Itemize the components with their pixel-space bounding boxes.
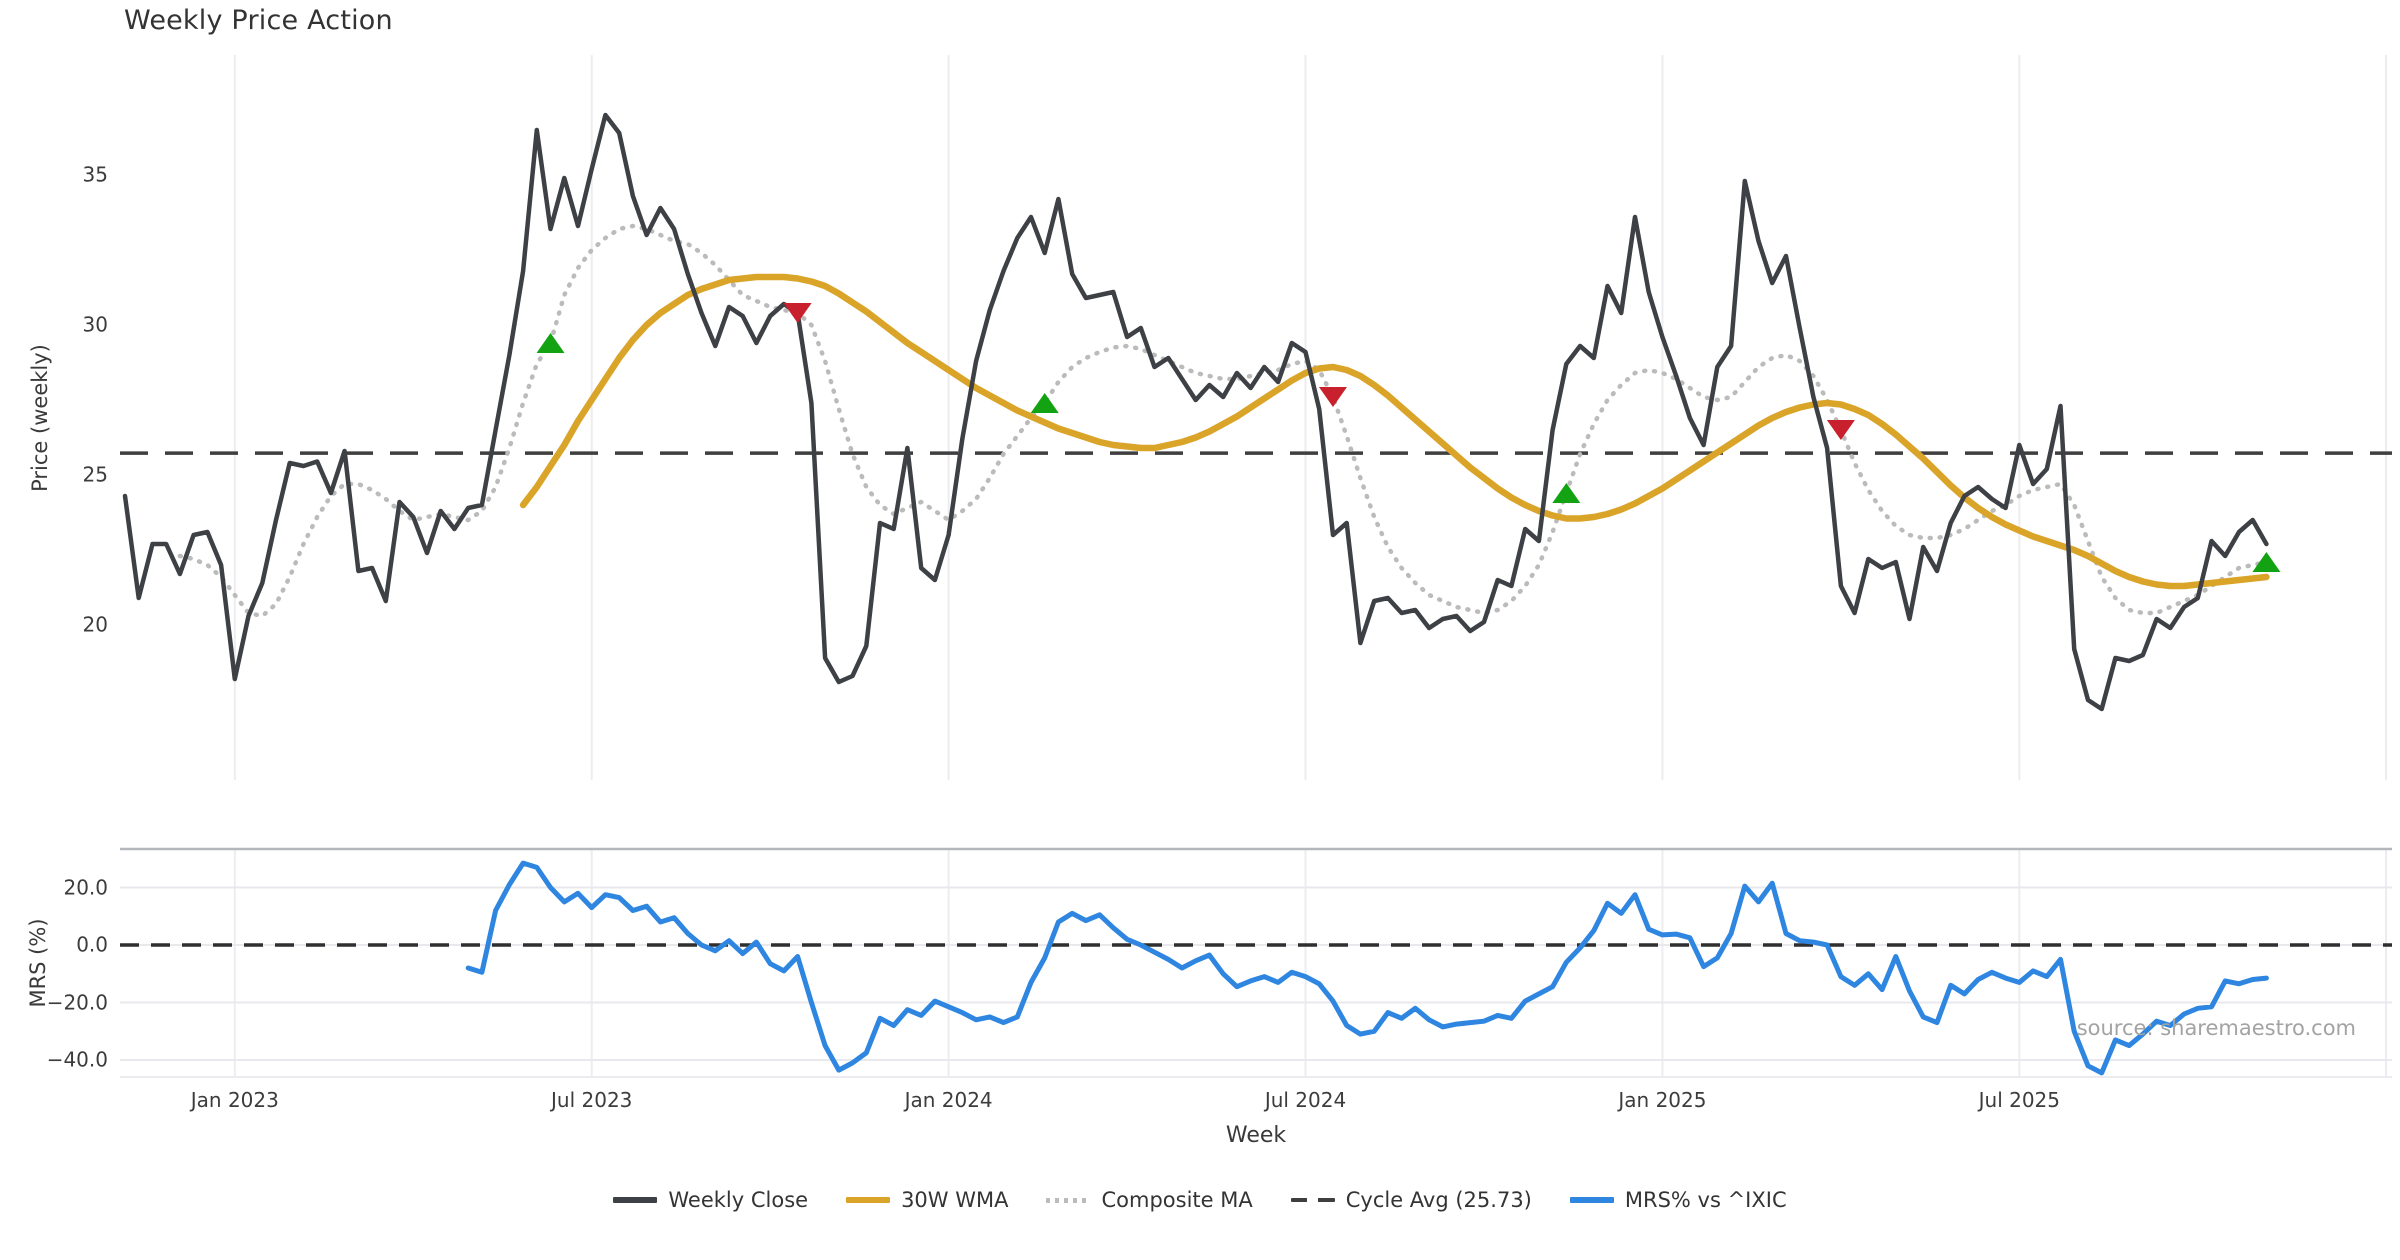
x-tick-label: Jul 2025 — [1978, 1088, 2061, 1112]
price-y-tick-label: 25 — [82, 462, 108, 487]
legend-swatch-solid — [846, 1197, 891, 1203]
legend-label: Weekly Close — [668, 1188, 809, 1212]
buy-signal-marker — [2252, 552, 2281, 572]
x-tick-label: Jan 2023 — [190, 1088, 279, 1112]
weekly-close-line — [122, 112, 2269, 712]
sell-signal-marker — [783, 303, 812, 323]
mrs-y-tick-label: 20.0 — [63, 875, 108, 900]
price-y-tick-label: 30 — [82, 312, 108, 337]
x-tick-label: Jul 2023 — [551, 1088, 633, 1112]
sell-signal-marker — [1318, 387, 1347, 407]
sell-signal-marker — [1826, 420, 1855, 440]
price-y-tick-label: 20 — [82, 612, 108, 637]
legend-item: MRS% vs ^IXIC — [1569, 1188, 1787, 1212]
legend-label: 30W WMA — [901, 1188, 1009, 1212]
x-tick-label: Jan 2024 — [904, 1088, 993, 1112]
legend-item: Cycle Avg (25.73) — [1290, 1188, 1532, 1212]
mrs-y-tick-label: −20.0 — [46, 990, 108, 1015]
legend-item: 30W WMA — [846, 1188, 1008, 1212]
buy-signal-marker — [1552, 483, 1581, 503]
x-axis-label: Week — [1225, 1123, 1287, 1148]
mrs-line — [465, 860, 2269, 1076]
source-watermark: source: sharemaestro.com — [2076, 1016, 2356, 1040]
price-y-tick-label: 35 — [82, 162, 108, 187]
legend-swatch-dashed — [1290, 1198, 1335, 1202]
legend-item: Weekly Close — [613, 1188, 808, 1212]
legend-label: Cycle Avg (25.73) — [1345, 1188, 1532, 1212]
mrs-y-tick-label: 0.0 — [76, 932, 108, 957]
legend-item: Composite MA — [1046, 1188, 1253, 1212]
x-tick-label: Jul 2024 — [1264, 1088, 1347, 1112]
buy-signal-marker — [1030, 393, 1059, 413]
buy-signal-marker — [536, 333, 565, 353]
legend: Weekly Close 30W WMA Composite MA Cycle Avg… — [0, 1188, 2400, 1212]
legend-label: Composite MA — [1101, 1188, 1253, 1212]
legend-label: MRS% vs ^IXIC — [1624, 1188, 1787, 1212]
wma-line — [519, 273, 2270, 590]
legend-swatch-solid — [1569, 1197, 1614, 1203]
legend-swatch-solid — [613, 1197, 658, 1203]
composite-ma-line — [177, 223, 2269, 619]
legend-swatch-dotted — [1046, 1197, 1091, 1203]
x-tick-label: Jan 2025 — [1618, 1088, 1707, 1112]
mrs-y-tick-label: −40.0 — [46, 1047, 108, 1072]
chart-title: Weekly Price Action — [124, 5, 393, 36]
